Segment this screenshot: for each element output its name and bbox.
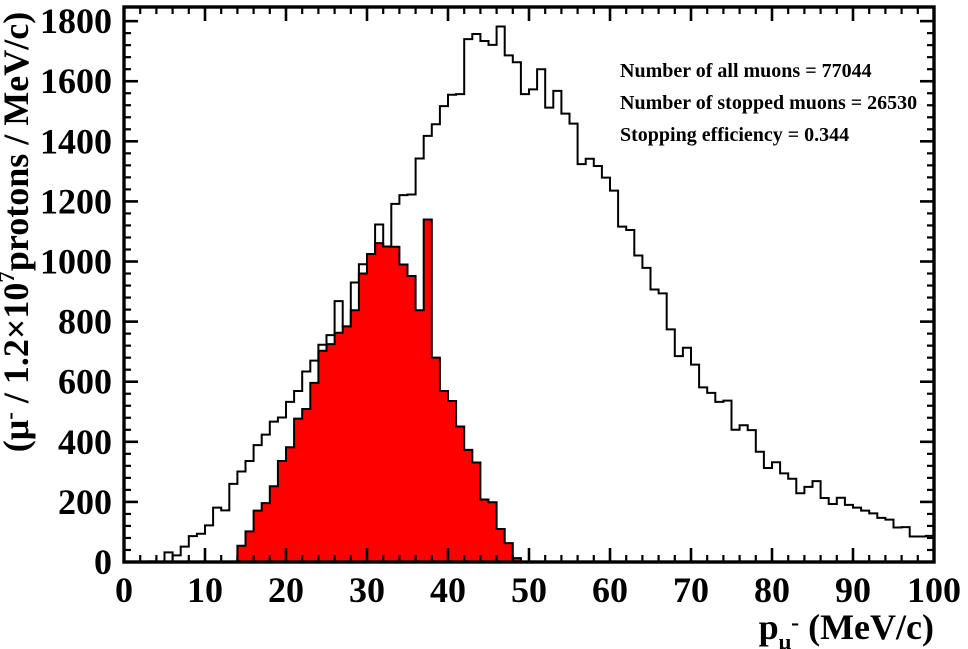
svg-text:200: 200 [58, 482, 112, 522]
svg-text:0: 0 [115, 570, 133, 610]
svg-text:90: 90 [835, 570, 871, 610]
svg-text:1800: 1800 [40, 1, 112, 41]
svg-text:80: 80 [754, 570, 790, 610]
svg-text:1600: 1600 [40, 61, 112, 101]
svg-text:50: 50 [511, 570, 547, 610]
svg-text:1000: 1000 [40, 242, 112, 282]
svg-text:pμ- (MeV/c): pμ- (MeV/c) [759, 607, 934, 649]
svg-text:40: 40 [430, 570, 466, 610]
svg-text:70: 70 [673, 570, 709, 610]
svg-text:(μ- / 1.2×107protons / MeV/c): (μ- / 1.2×107protons / MeV/c) [0, 12, 36, 452]
svg-text:0: 0 [94, 542, 112, 582]
svg-text:Stopping efficiency = 0.344: Stopping efficiency = 0.344 [620, 124, 849, 146]
svg-text:20: 20 [268, 570, 304, 610]
svg-text:800: 800 [58, 302, 112, 342]
svg-text:600: 600 [58, 362, 112, 402]
svg-text:400: 400 [58, 422, 112, 462]
svg-text:Number of all muons = 77044: Number of all muons = 77044 [620, 60, 872, 82]
svg-text:30: 30 [349, 570, 385, 610]
svg-text:10: 10 [187, 570, 223, 610]
svg-text:60: 60 [592, 570, 628, 610]
svg-text:100: 100 [907, 570, 961, 610]
svg-text:1400: 1400 [40, 121, 112, 161]
svg-text:Number of stopped muons = 2653: Number of stopped muons = 26530 [620, 92, 917, 114]
svg-text:1200: 1200 [40, 181, 112, 221]
